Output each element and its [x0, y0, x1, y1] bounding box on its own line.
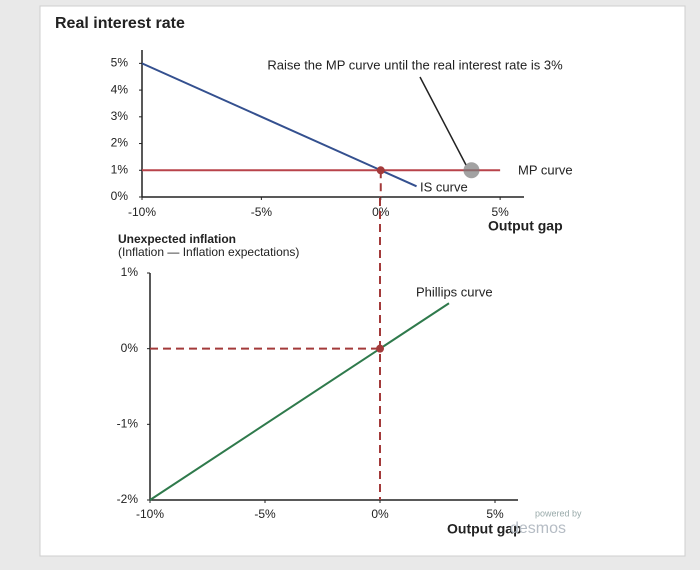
y-axis-title: (Inflation — Inflation expectations) [118, 245, 299, 259]
x-axis-title: Output gap [488, 218, 563, 234]
x-tick-label: -10% [128, 205, 156, 219]
annotation-arrow [419, 76, 467, 166]
series-label: MP curve [518, 162, 573, 177]
y-tick-label: -2% [117, 492, 139, 506]
y-tick-label: 2% [111, 136, 129, 150]
y-axis-title: Unexpected inflation [118, 232, 236, 246]
y-tick-label: 1% [121, 265, 139, 279]
point [376, 344, 384, 353]
series-label: IS curve [420, 179, 468, 194]
y-tick-label: 3% [111, 109, 129, 123]
y-tick-label: 4% [111, 82, 129, 96]
y-tick-label: 0% [121, 341, 139, 355]
annotation: Raise the MP curve until the real intere… [267, 57, 563, 72]
y-tick-label: -1% [117, 417, 139, 431]
x-tick-label: 5% [491, 205, 509, 219]
x-tick-label: -5% [254, 507, 276, 521]
series-label: Phillips curve [416, 284, 493, 299]
x-tick-label: -5% [251, 205, 273, 219]
x-tick-label: 5% [486, 507, 504, 521]
x-axis-title: Output gap [447, 521, 522, 537]
chart-title: Real interest rate [55, 15, 185, 32]
y-tick-label: 5% [111, 56, 129, 70]
y-tick-label: 0% [111, 189, 129, 203]
panel [39, 5, 686, 557]
point [376, 166, 385, 175]
x-tick-label: -10% [136, 507, 164, 521]
watermark: powered by [535, 508, 582, 518]
watermark: desmos [510, 520, 566, 537]
y-tick-label: 1% [111, 162, 129, 176]
point [463, 162, 480, 179]
x-tick-label: 0% [371, 507, 389, 521]
